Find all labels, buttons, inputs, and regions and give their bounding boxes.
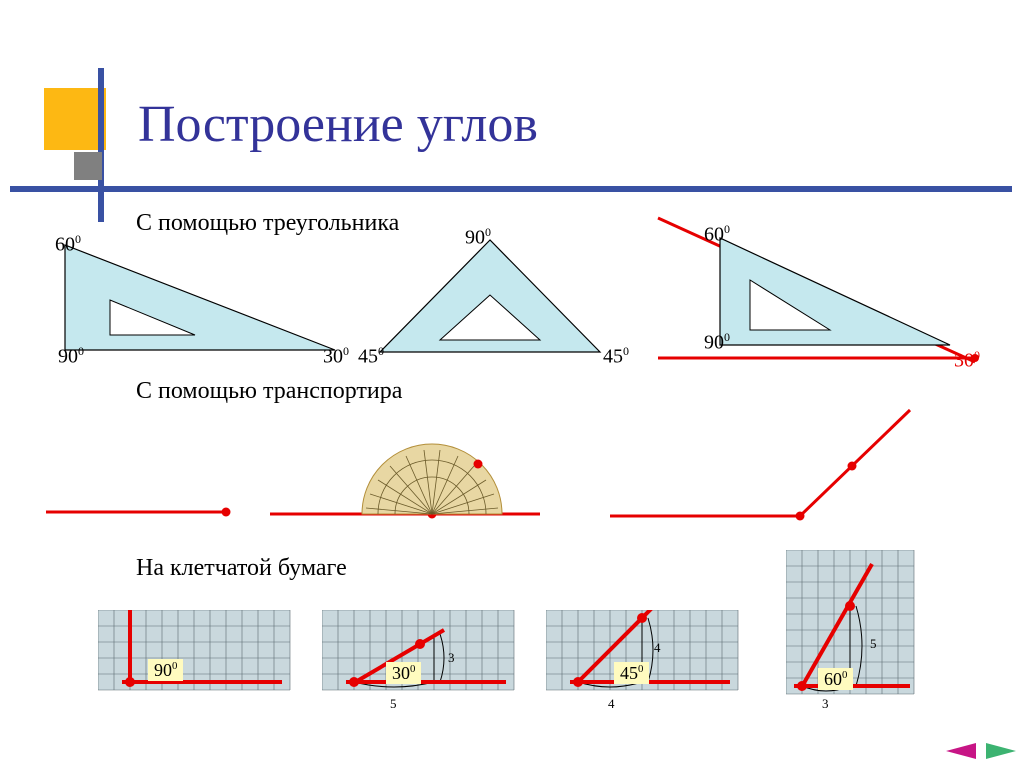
angle-label-t3-60: 600	[704, 222, 730, 247]
angle-label-t1-60: 600	[55, 232, 81, 257]
slide: Построение углов С помощью треугольника …	[0, 0, 1024, 767]
angle-label-t2-90: 900	[465, 225, 491, 250]
grid-45-label: 450	[614, 662, 649, 685]
grid-45-num-h: 4	[654, 640, 661, 656]
grid-30-label: 300	[386, 662, 421, 685]
grid-60-num-h: 5	[870, 636, 877, 652]
nav-next-button[interactable]	[984, 739, 1018, 763]
angle-label-t1-30: 300	[323, 344, 349, 369]
grid-45-num-w: 4	[608, 696, 615, 712]
grid-90	[98, 610, 298, 710]
nav-bar	[944, 739, 1018, 763]
protractor-row	[0, 400, 1024, 560]
angle-label-t3-30: 300	[954, 348, 980, 373]
grid-60-num-w: 3	[822, 696, 829, 712]
grid-30-num-w: 5	[390, 696, 397, 712]
grid-30-num-h: 3	[448, 650, 455, 666]
angle-label-t2-45b: 450	[603, 344, 629, 369]
nav-prev-button[interactable]	[944, 739, 978, 763]
arrow-left-icon	[946, 741, 976, 761]
protractor-icon	[362, 444, 502, 514]
grid-30	[322, 610, 522, 720]
section-grid-paper: На клетчатой бумаге	[136, 555, 347, 582]
grid-60	[786, 550, 936, 730]
grid-60-label: 600	[818, 668, 853, 691]
angle-label-t1-90: 900	[58, 344, 84, 369]
arrow-right-icon	[986, 741, 1016, 761]
angle-label-t2-45a: 450	[358, 344, 384, 369]
grid-90-label: 900	[148, 659, 183, 682]
angle-label-t3-90: 900	[704, 330, 730, 355]
triangle-rulers-row	[0, 0, 1024, 400]
